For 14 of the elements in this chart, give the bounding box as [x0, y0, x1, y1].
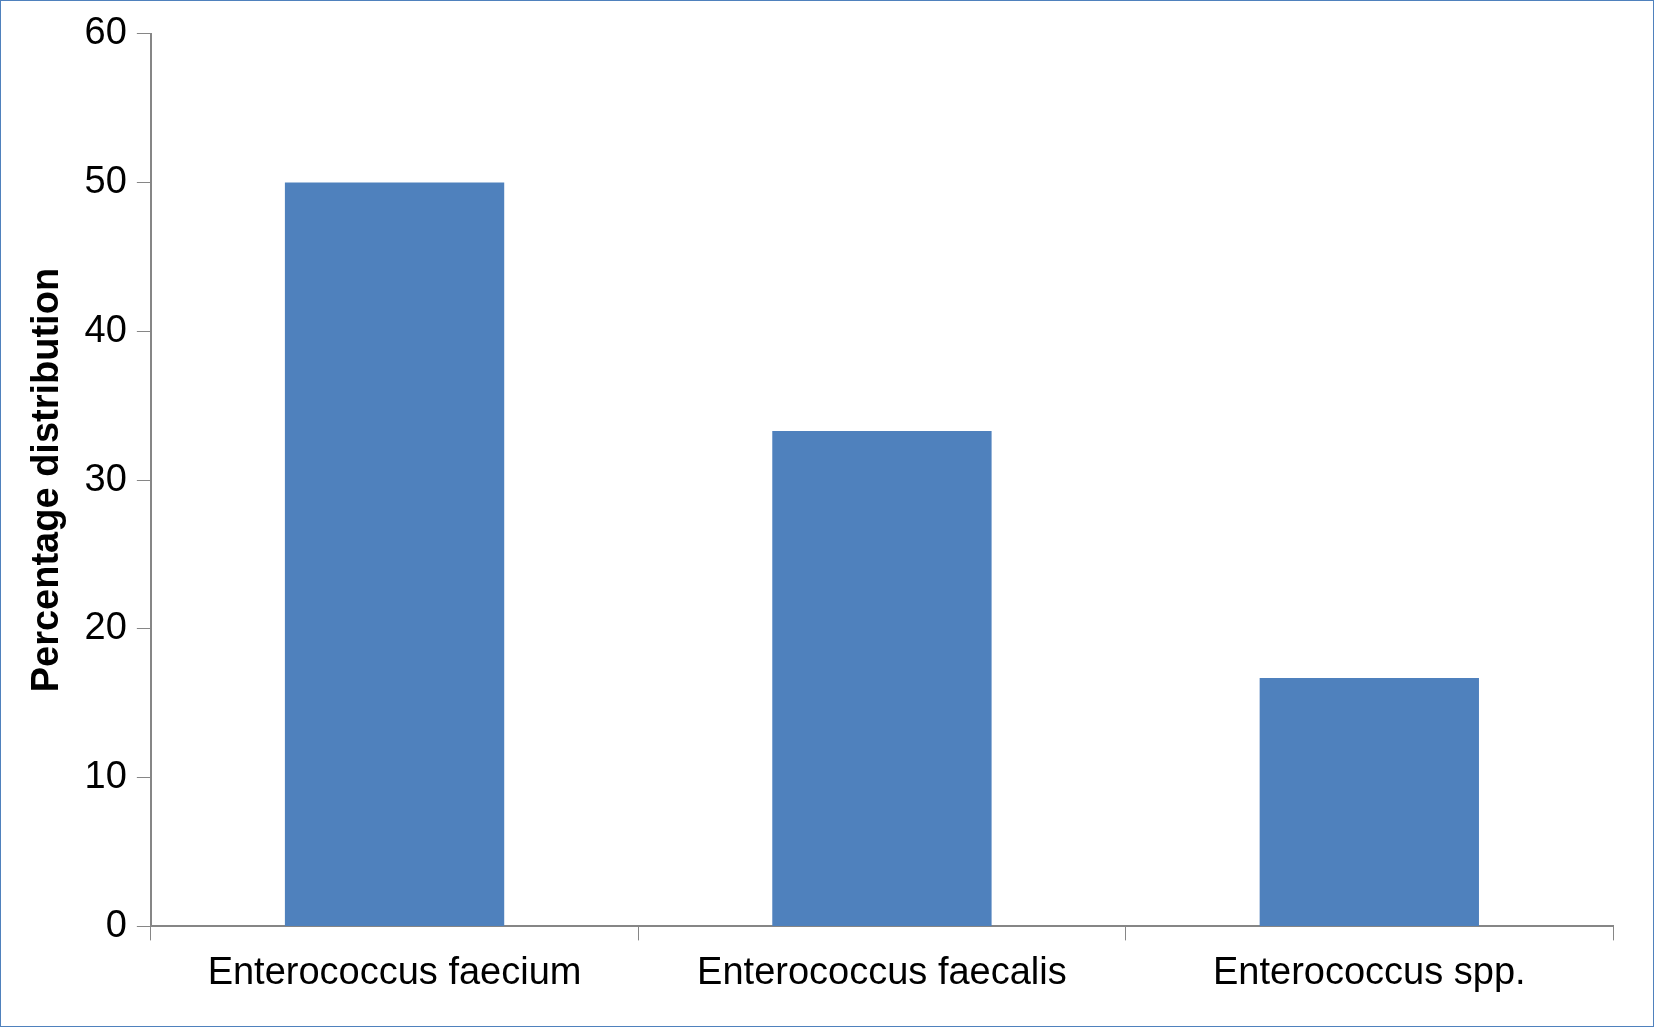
x-tick-label: Enterococcus faecalis: [697, 949, 1067, 992]
y-tick-label: 10: [84, 754, 127, 797]
y-tick-label: 40: [84, 307, 127, 350]
y-tick-label: 60: [84, 10, 127, 53]
bar: [772, 431, 992, 926]
y-tick-label: 0: [105, 902, 127, 945]
bar: [284, 182, 505, 926]
y-tick-label: 50: [84, 159, 127, 202]
bar: [1259, 677, 1479, 926]
y-tick-label: 20: [84, 605, 127, 648]
x-tick-label: Enterococcus spp.: [1213, 949, 1526, 992]
x-tick-label: Enterococcus faecium: [207, 949, 582, 992]
y-axis-title: Percentage distribution: [24, 267, 67, 693]
y-tick-label: 30: [84, 456, 127, 499]
